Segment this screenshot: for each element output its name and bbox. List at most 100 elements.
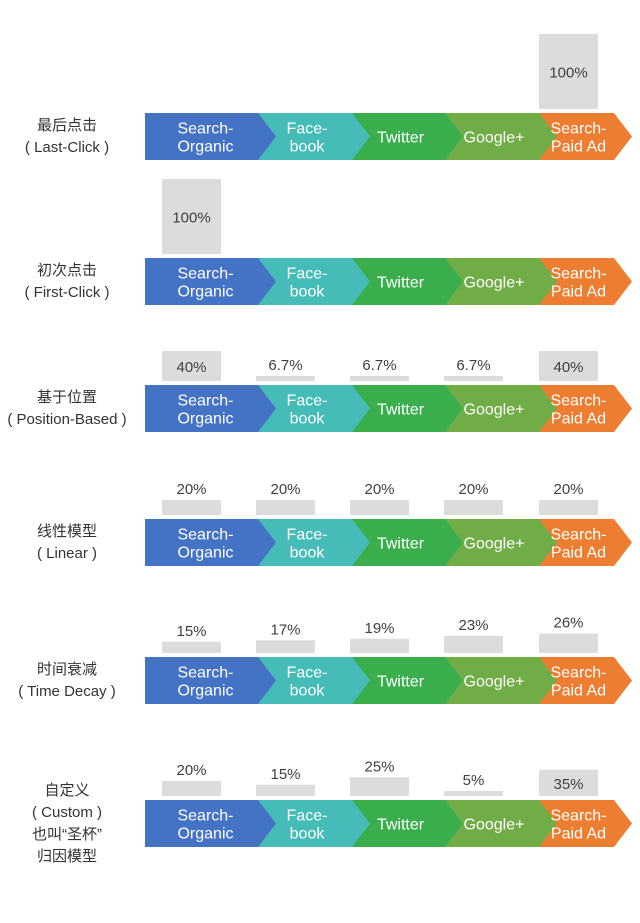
share-bar — [256, 375, 315, 381]
share-bar — [162, 641, 221, 653]
channel-label: book — [290, 284, 326, 301]
channel-label: Face- — [287, 808, 328, 825]
share-value-label: 23% — [458, 617, 488, 634]
model-label-line: 初次点击 — [36, 261, 97, 279]
channel-label: Twitter — [377, 674, 425, 691]
model-label-line: ( Custom ) — [31, 803, 102, 821]
arrow-segment-search-organic — [145, 385, 276, 432]
channel-label: Google+ — [464, 402, 525, 419]
share-value-label: 20% — [270, 481, 300, 498]
arrow-segment-search-organic — [145, 113, 276, 160]
channel-label: book — [290, 139, 326, 156]
channel-label: book — [290, 411, 326, 428]
channel-label: Twitter — [377, 275, 425, 292]
channel-label: Twitter — [377, 536, 425, 553]
arrow-segment-search-organic — [145, 519, 276, 566]
channel-label: Twitter — [377, 402, 425, 419]
model-label-line: 自定义 — [44, 781, 90, 799]
model-label-line: 基于位置 — [36, 388, 97, 406]
share-value-label: 40% — [176, 359, 206, 376]
channel-label: Organic — [177, 683, 233, 700]
model-label-line: ( Last-Click ) — [24, 138, 110, 156]
share-bar — [350, 638, 409, 653]
share-value-label: 100% — [549, 65, 587, 82]
share-bar — [444, 500, 503, 515]
arrow-segment-search-organic — [145, 258, 276, 305]
model-label-line: 也叫“圣杯” — [32, 825, 102, 843]
share-value-label: 6.7% — [456, 357, 490, 374]
model-label: 线性模型 ( Linear ) — [0, 521, 134, 565]
share-bar — [350, 375, 409, 381]
channel-label: Face- — [287, 393, 328, 410]
channel-label: Search- — [550, 393, 606, 410]
channel-label: Search- — [177, 808, 233, 825]
share-value-label: 20% — [458, 481, 488, 498]
channel-label: Twitter — [377, 130, 425, 147]
channel-label: book — [290, 545, 326, 562]
model-label: 最后点击 ( Last-Click ) — [0, 115, 134, 159]
channel-label: Organic — [177, 826, 233, 843]
arrow-segment-twitter — [332, 113, 463, 160]
share-value-label: 5% — [463, 772, 485, 789]
share-bar — [539, 633, 598, 653]
share-value-label: 6.7% — [268, 357, 302, 374]
arrow-segment-google — [425, 385, 557, 432]
arrow-segment-google — [425, 113, 557, 160]
model-label: 基于位置 ( Position-Based ) — [0, 387, 134, 431]
share-value-label: 35% — [553, 776, 583, 793]
channel-label: Search- — [550, 121, 606, 138]
share-bar — [539, 500, 598, 515]
share-value-label: 15% — [270, 766, 300, 783]
channel-label: Organic — [177, 139, 233, 156]
arrow-segment-face-book — [238, 519, 370, 566]
share-value-label: 15% — [176, 623, 206, 640]
arrow-segment-google — [425, 657, 557, 704]
model-label: 初次点击 ( First-Click ) — [0, 260, 134, 304]
share-value-label: 20% — [176, 481, 206, 498]
share-bar — [350, 777, 409, 796]
model-label-line: 最后点击 — [36, 116, 97, 134]
share-value-label: 25% — [364, 758, 394, 775]
channel-label: book — [290, 826, 326, 843]
channel-label: Face- — [287, 665, 328, 682]
arrow-segment-google — [425, 519, 557, 566]
channel-label: Search- — [177, 665, 233, 682]
share-value-label: 6.7% — [362, 357, 396, 374]
model-label-line: ( First-Click ) — [24, 283, 110, 301]
channel-label: Paid Ad — [551, 683, 606, 700]
share-bar — [539, 34, 598, 109]
channel-label: Search- — [550, 665, 606, 682]
share-bar — [162, 351, 221, 381]
share-value-label: 20% — [176, 762, 206, 779]
model-label-line: 线性模型 — [36, 522, 97, 540]
arrow-segment-face-book — [238, 258, 370, 305]
arrow-segment-twitter — [332, 258, 463, 305]
channel-label: Paid Ad — [551, 411, 606, 428]
share-bar — [256, 784, 315, 796]
channel-label: book — [290, 683, 326, 700]
arrow-segment-twitter — [332, 519, 463, 566]
share-bar — [444, 791, 503, 796]
share-value-label: 26% — [553, 615, 583, 632]
channel-label: Google+ — [464, 275, 525, 292]
share-bar — [444, 635, 503, 653]
arrow-segment-face-book — [238, 385, 370, 432]
channel-label: Paid Ad — [551, 139, 606, 156]
channel-label: Paid Ad — [551, 545, 606, 562]
share-bar — [539, 351, 598, 381]
arrow-segment-face-book — [238, 657, 370, 704]
model-label-line: ( Position-Based ) — [7, 410, 127, 428]
model-label-line: 归因模型 — [36, 847, 97, 865]
arrow-segment-twitter — [332, 657, 463, 704]
arrow-segment-search-organic — [145, 800, 276, 847]
share-bar — [256, 640, 315, 653]
share-bar — [162, 500, 221, 515]
channel-label: Twitter — [377, 817, 425, 834]
channel-label: Google+ — [464, 130, 525, 147]
channel-label: Search- — [550, 527, 606, 544]
share-bar — [256, 500, 315, 515]
channel-label: Search- — [177, 527, 233, 544]
share-value-label: 19% — [364, 620, 394, 637]
